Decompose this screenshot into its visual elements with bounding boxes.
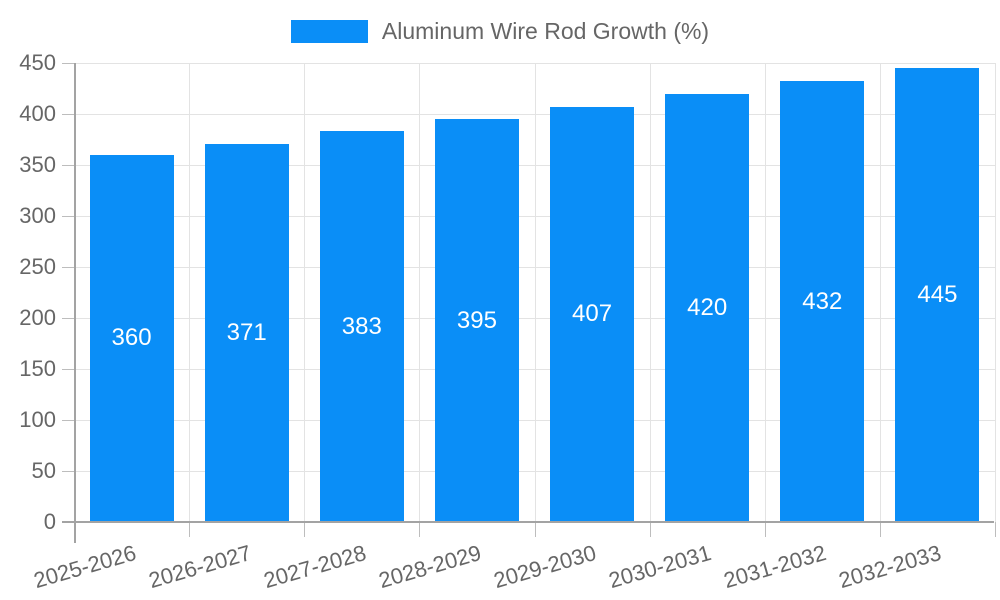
y-axis-line: [74, 63, 76, 543]
chart-legend[interactable]: Aluminum Wire Rod Growth (%): [0, 18, 1000, 45]
v-gridline-6: [764, 63, 766, 522]
x-tick-mark-7: [879, 522, 881, 537]
x-tick-label-2026-2027: 2026-2027: [145, 540, 254, 594]
bar-value-label-2030-2031: 420: [687, 293, 728, 321]
y-tick-mark-150: [62, 369, 74, 370]
v-gridline-1: [189, 63, 191, 522]
bar-2025-2026[interactable]: 360: [89, 154, 174, 522]
y-tick-label-400: 400: [19, 101, 56, 126]
bar-2030-2031[interactable]: 420: [665, 93, 750, 522]
x-tick-mark-8: [995, 522, 996, 537]
y-tick-label-350: 350: [19, 152, 56, 177]
bar-2031-2032[interactable]: 432: [780, 81, 865, 522]
y-tick-label-0: 0: [43, 509, 56, 534]
legend-label: Aluminum Wire Rod Growth (%): [381, 18, 710, 44]
x-tick-mark-5: [649, 522, 651, 537]
x-tick-label-2031-2032: 2031-2032: [721, 540, 830, 594]
y-tick-mark-200: [62, 318, 74, 319]
bar-value-label-2026-2027: 371: [226, 318, 267, 346]
y-tick-mark-350: [62, 165, 74, 166]
bar-value-label-2029-2030: 407: [572, 300, 613, 328]
bar-value-label-2025-2026: 360: [111, 324, 152, 352]
bar-2032-2033[interactable]: 445: [895, 68, 980, 522]
v-gridline-2: [304, 63, 306, 522]
bar-value-label-2027-2028: 383: [341, 312, 382, 340]
y-tick-label-150: 150: [19, 356, 56, 381]
y-tick-label-50: 50: [31, 458, 56, 483]
bar-2026-2027[interactable]: 371: [204, 143, 289, 522]
x-tick-label-2025-2026: 2025-2026: [30, 540, 139, 594]
v-gridline-3: [419, 63, 421, 522]
x-tick-label-2030-2031: 2030-2031: [606, 540, 715, 594]
y-tick-label-100: 100: [19, 407, 56, 432]
plot-area: 360 371 383 395 407 420 432 445: [74, 63, 996, 522]
x-tick-mark-2: [304, 522, 306, 537]
y-tick-mark-100: [62, 420, 74, 421]
x-tick-label-2032-2033: 2032-2033: [836, 540, 945, 594]
x-tick-mark-4: [534, 522, 536, 537]
y-tick-label-450: 450: [19, 50, 56, 75]
bar-value-label-2032-2033: 445: [917, 281, 958, 309]
x-axis-line: [62, 521, 994, 523]
y-tick-mark-250: [62, 267, 74, 268]
y-tick-label-200: 200: [19, 305, 56, 330]
y-tick-label-300: 300: [19, 203, 56, 228]
v-gridline-7: [879, 63, 881, 522]
y-tick-mark-400: [62, 114, 74, 115]
x-tick-mark-3: [419, 522, 421, 537]
x-tick-label-2029-2030: 2029-2030: [490, 540, 599, 594]
bar-2027-2028[interactable]: 383: [319, 131, 404, 522]
x-tick-mark-1: [189, 522, 191, 537]
bar-value-label-2031-2032: 432: [802, 287, 843, 315]
y-tick-label-250: 250: [19, 254, 56, 279]
v-gridline-5: [649, 63, 651, 522]
y-tick-mark-450: [62, 63, 74, 64]
y-tick-mark-50: [62, 471, 74, 472]
x-tick-label-2027-2028: 2027-2028: [260, 540, 369, 594]
x-tick-mark-6: [764, 522, 766, 537]
legend-swatch-icon: [290, 20, 368, 43]
bar-value-label-2028-2029: 395: [456, 306, 497, 334]
bar-2028-2029[interactable]: 395: [434, 119, 519, 522]
v-gridline-8: [995, 63, 996, 522]
v-gridline-4: [534, 63, 536, 522]
y-tick-mark-300: [62, 216, 74, 217]
x-tick-label-2028-2029: 2028-2029: [375, 540, 484, 594]
bar-2029-2030[interactable]: 407: [550, 106, 635, 522]
